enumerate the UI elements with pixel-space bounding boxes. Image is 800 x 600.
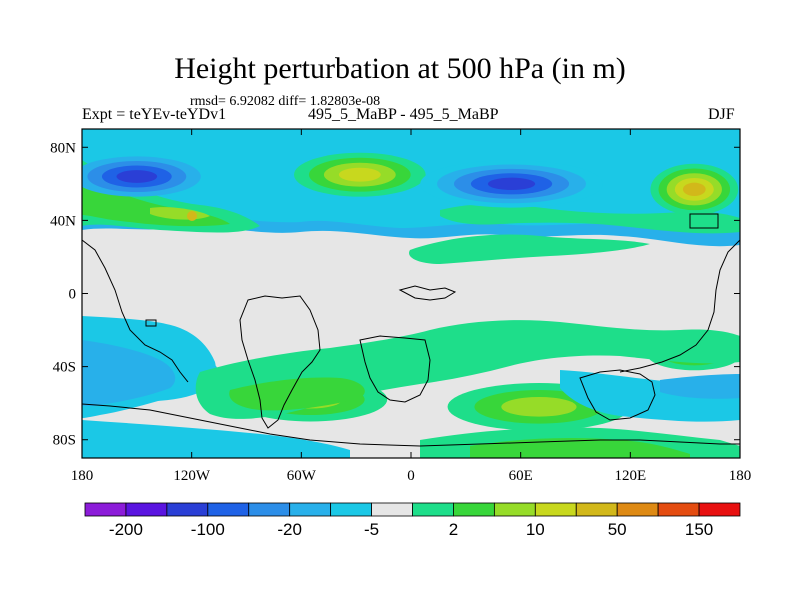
x-tick-label: 180 xyxy=(729,468,752,484)
y-tick-label: 0 xyxy=(69,287,77,303)
x-tick-label: 60E xyxy=(509,468,533,484)
region-n-pacific-low xyxy=(82,156,201,197)
region-ne-pacific-high xyxy=(650,163,739,215)
x-tick-label: 60W xyxy=(287,468,317,484)
coast-indonesia xyxy=(398,285,457,301)
colorbar: -200 -100 -20 -5 2 10 50 150 xyxy=(84,502,741,539)
colorbar-label: 150 xyxy=(685,520,713,539)
colorbar-swatch xyxy=(698,502,741,517)
colorbar-label: 50 xyxy=(608,520,627,539)
colorbar-label: -20 xyxy=(277,520,302,539)
colorbar-swatch xyxy=(207,502,250,517)
colorbar-swatch xyxy=(330,502,372,517)
colorbar-label: 2 xyxy=(449,520,458,539)
y-axis: 80N 40N 0 40S 80S xyxy=(50,140,740,449)
region-n-atlantic-high-level-3 xyxy=(338,167,381,182)
coast-australia xyxy=(579,369,656,421)
colorbar-swatch xyxy=(371,502,413,517)
coast-island-w xyxy=(145,319,157,327)
colorbar-swatch xyxy=(575,502,618,517)
y-tick-label: 40N xyxy=(50,213,76,229)
y-tick-label: 80S xyxy=(53,433,76,449)
coast-west xyxy=(82,239,189,383)
fill-south-green-inner xyxy=(229,377,365,411)
season-label: DJF xyxy=(708,106,735,123)
region-n-atlantic-high xyxy=(294,152,426,197)
colorbar-swatch xyxy=(289,502,332,517)
colorbar-swatch xyxy=(166,502,209,517)
fill-green-east xyxy=(440,204,740,234)
colorbar-swatch xyxy=(453,502,495,517)
region-s-indian-high-level-2 xyxy=(501,397,577,417)
coast-south-america xyxy=(239,295,321,429)
fill-orange-spot xyxy=(187,211,197,221)
region-n-pacific-low-level-3 xyxy=(116,170,158,183)
coastlines xyxy=(82,213,740,447)
colorbar-swatch xyxy=(616,502,659,517)
region-eurasia-low xyxy=(420,160,603,208)
colorbar-label: -5 xyxy=(364,520,379,539)
colorbar-swatch xyxy=(412,502,454,517)
colorbar-swatch xyxy=(534,502,577,517)
x-tick-label: 120E xyxy=(614,468,646,484)
x-tick-label: 180 xyxy=(71,468,94,484)
colorbar-label: -100 xyxy=(191,520,225,539)
x-tick-label: 0 xyxy=(407,468,415,484)
colorbar-swatch xyxy=(248,502,291,517)
fill-green-center xyxy=(409,234,650,264)
coast-island-ne xyxy=(689,213,719,229)
fill-far-south-blue xyxy=(82,420,350,458)
colorbar-swatch xyxy=(493,502,536,517)
region-eurasia-low-level-4 xyxy=(487,177,536,190)
fill-south-blue-east-2 xyxy=(660,374,740,399)
fill-south-blue-2 xyxy=(82,340,176,406)
colorbar-swatch xyxy=(657,502,700,517)
case-label: 495_5_MaBP - 495_5_MaBP xyxy=(308,106,499,123)
x-axis: 180 120W 60W 0 60E 120E 180 xyxy=(71,129,752,484)
colorbar-label: -200 xyxy=(109,520,143,539)
coast-africa xyxy=(359,335,431,403)
expt-label: Expt = teYEv-teYDv1 xyxy=(82,106,227,123)
coast-antarctica xyxy=(82,403,740,447)
stats-label: rmsd= 6.92082 diff= 1.82803e-08 xyxy=(190,94,381,109)
y-tick-label: 40S xyxy=(53,360,76,376)
colorbar-swatch xyxy=(84,502,127,517)
colorbar-swatch xyxy=(125,502,168,517)
chart-title: Height perturbation at 500 hPa (in m) xyxy=(174,52,626,85)
y-tick-label: 80N xyxy=(50,140,76,156)
x-tick-label: 120W xyxy=(173,468,211,484)
region-ne-pacific-high-level-4 xyxy=(682,182,706,196)
colorbar-label: 10 xyxy=(526,520,545,539)
coast-east xyxy=(619,239,740,373)
